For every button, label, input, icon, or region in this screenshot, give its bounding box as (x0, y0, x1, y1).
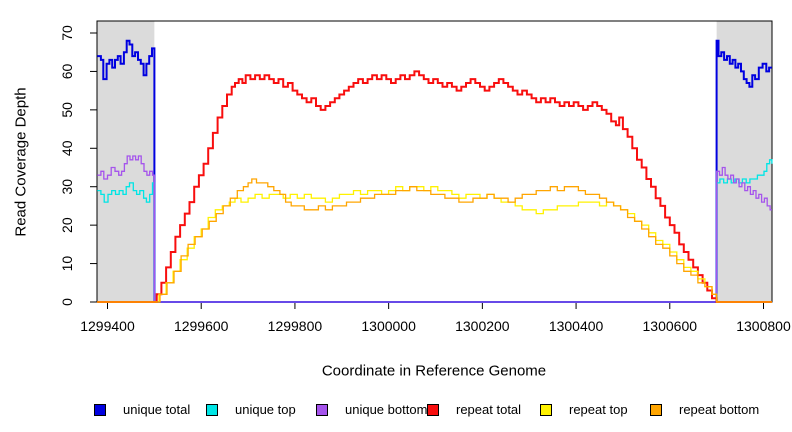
y-tick-label: 60 (59, 63, 75, 79)
x-tick-label: 1300000 (361, 318, 416, 334)
y-tick-label: 10 (59, 256, 75, 272)
y-tick-label: 20 (59, 217, 75, 233)
x-tick-label: 1300800 (736, 318, 791, 334)
x-tick-label: 1300600 (643, 318, 698, 334)
series-line-repeat-total (97, 70, 772, 303)
x-axis-title: Coordinate in Reference Genome (321, 362, 547, 380)
x-tick-label: 1300400 (549, 318, 604, 334)
y-tick-label: 0 (59, 298, 75, 306)
y-tick-label: 50 (59, 102, 75, 118)
series-line-repeat-bottom (97, 178, 772, 303)
x-tick-label: 1299600 (174, 318, 229, 334)
y-tick-label: 40 (59, 140, 75, 156)
y-tick-label: 30 (59, 179, 75, 195)
series-line-unique-bottom (97, 155, 772, 303)
x-tick-label: 1299800 (268, 318, 323, 334)
y-tick-label: 70 (59, 25, 75, 41)
x-tick-label: 1299400 (80, 318, 135, 334)
plot-border (96, 20, 773, 303)
x-tick-label: 1300200 (455, 318, 510, 334)
series-line-repeat-top (97, 186, 772, 303)
y-axis-title: Read Coverage Depth (12, 87, 30, 237)
